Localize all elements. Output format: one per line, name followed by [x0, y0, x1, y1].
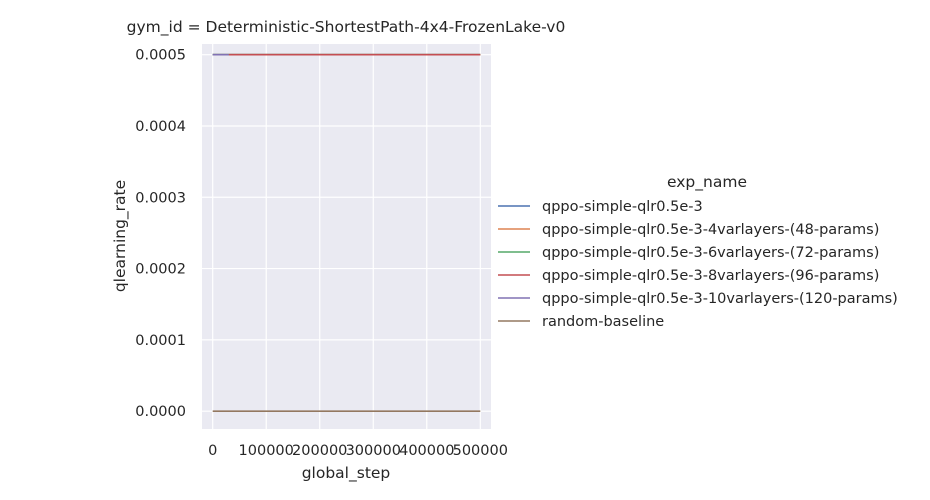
x-tick-label: 300000 — [346, 443, 401, 459]
y-axis-ticks: 0.0000 0.0001 0.0002 0.0003 0.0004 0.0005 — [135, 48, 186, 420]
legend-items: qppo-simple-qlr0.5e-3 qppo-simple-qlr0.5e… — [498, 199, 898, 330]
legend-label: qppo-simple-qlr0.5e-3-4varlayers-(48-par… — [542, 222, 879, 238]
chart-title: gym_id = Deterministic-ShortestPath-4x4-… — [127, 18, 566, 37]
legend-label: random-baseline — [542, 314, 664, 330]
x-tick-label: 100000 — [239, 443, 294, 459]
legend: exp_name qppo-simple-qlr0.5e-3qppo-simpl… — [498, 173, 898, 330]
legend-label: qppo-simple-qlr0.5e-3-10varlayers-(120-p… — [542, 291, 898, 307]
legend-label: qppo-simple-qlr0.5e-3 — [542, 199, 703, 215]
legend-label: qppo-simple-qlr0.5e-3-8varlayers-(96-par… — [542, 268, 879, 284]
legend-label: qppo-simple-qlr0.5e-3-6varlayers-(72-par… — [542, 245, 879, 261]
legend-title: exp_name — [667, 173, 747, 192]
x-axis-title: global_step — [302, 464, 391, 483]
y-tick-label: 0.0005 — [135, 48, 186, 64]
x-tick-label: 0 — [208, 443, 217, 459]
y-tick-label: 0.0000 — [135, 404, 186, 420]
y-tick-label: 0.0004 — [135, 119, 186, 135]
y-tick-label: 0.0003 — [135, 190, 186, 206]
x-tick-label: 200000 — [292, 443, 347, 459]
plot-area — [202, 44, 491, 429]
y-tick-label: 0.0002 — [135, 262, 186, 278]
y-tick-label: 0.0001 — [135, 333, 186, 349]
x-tick-label: 500000 — [453, 443, 508, 459]
y-axis-title: qlearning_rate — [111, 180, 130, 292]
x-tick-label: 400000 — [399, 443, 454, 459]
series-lines — [212, 53, 481, 412]
